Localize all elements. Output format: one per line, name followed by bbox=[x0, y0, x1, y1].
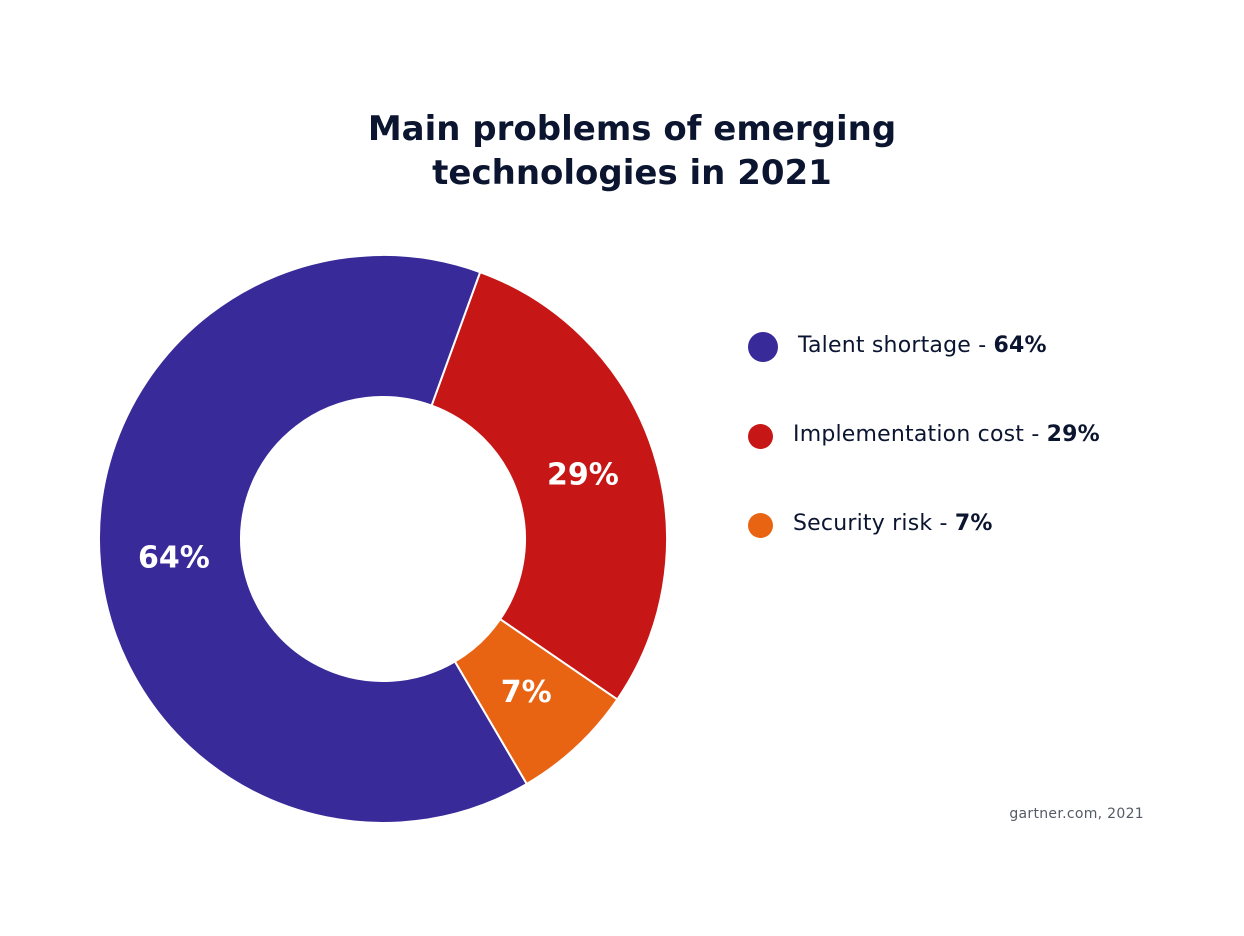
data-label-security-risk: 7% bbox=[501, 675, 552, 710]
legend-swatch-talent-shortage bbox=[748, 332, 778, 362]
source-note: gartner.com, 2021 bbox=[1009, 806, 1144, 822]
donut-chart: 29% 7% 64% bbox=[98, 254, 668, 824]
legend-value-implementation-cost: 29% bbox=[1046, 422, 1100, 447]
chart-title-line-2: technologies in 2021 bbox=[432, 153, 832, 193]
legend-swatch-security-risk bbox=[748, 513, 773, 538]
slice-implementation-cost bbox=[430, 270, 668, 701]
legend-label-talent-shortage: Talent shortage - bbox=[798, 333, 994, 358]
chart-title-line-1: Main problems of emerging bbox=[367, 109, 897, 149]
legend-value-security-risk: 7% bbox=[954, 511, 993, 536]
legend-value-talent-shortage: 64% bbox=[993, 333, 1047, 358]
legend-swatch-implementation-cost bbox=[748, 424, 773, 449]
data-label-implementation-cost: 29% bbox=[547, 457, 619, 492]
legend-label-implementation-cost: Implementation cost - bbox=[793, 422, 1047, 447]
data-label-talent-shortage: 64% bbox=[138, 541, 210, 576]
legend-label-security-risk: Security risk - bbox=[793, 511, 955, 536]
slice-talent-shortage bbox=[98, 254, 529, 824]
